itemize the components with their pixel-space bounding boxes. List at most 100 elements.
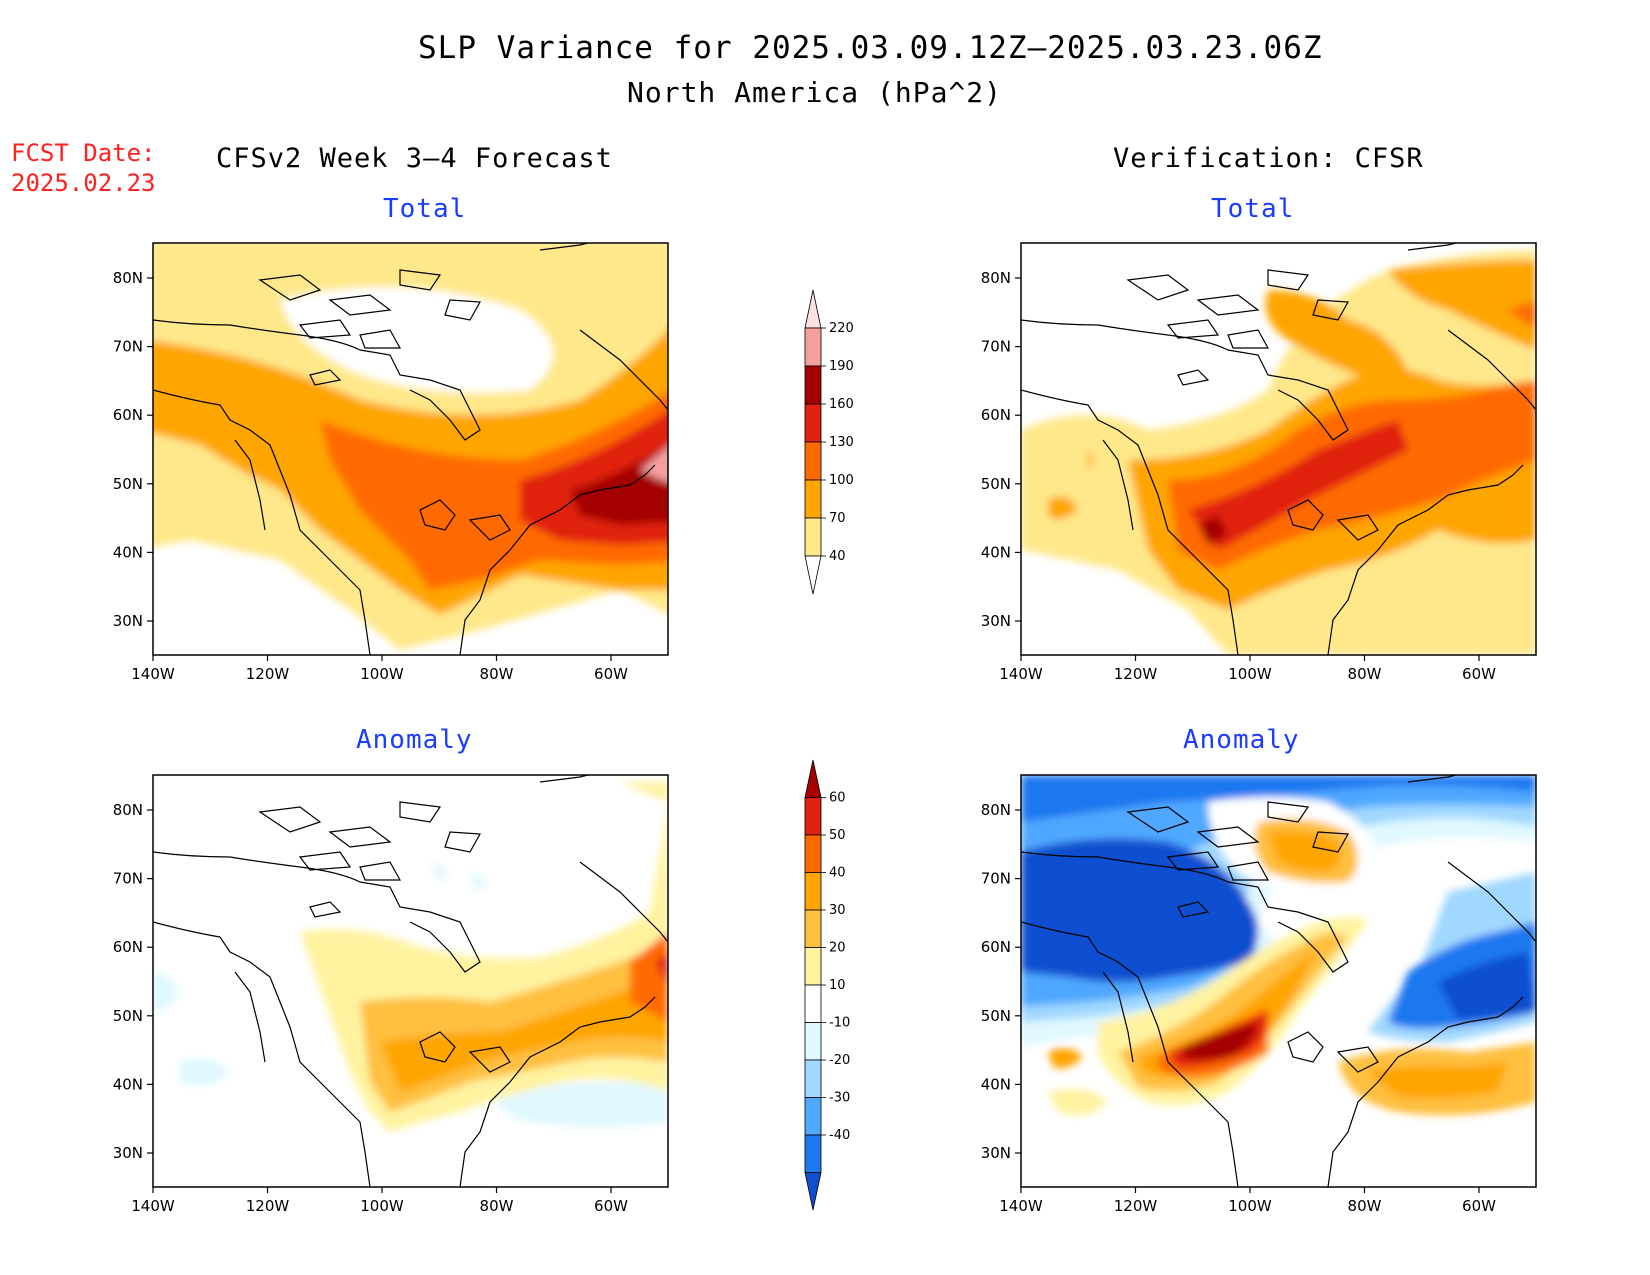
lat-tick-label: 60N	[113, 406, 143, 424]
lon-tick-label: 120W	[246, 665, 290, 683]
verification-total-map	[1021, 243, 1536, 655]
total-colorbar-level-label: 40	[829, 549, 846, 564]
lon-tick-label: 80W	[480, 665, 514, 683]
fcst-date-value: 2025.02.23	[11, 169, 156, 197]
lat-tick-label: 80N	[981, 801, 1011, 819]
anomaly-colorbar-level-label: 10	[829, 978, 846, 993]
lat-tick-label: 80N	[981, 269, 1011, 287]
lon-tick-label: 100W	[1228, 665, 1272, 683]
forecast-anomaly-map	[153, 775, 668, 1187]
forecast-anomaly-frame	[152, 774, 669, 1188]
anomaly-colorbar-swatch	[804, 797, 822, 836]
anomaly-colorbar-swatch	[804, 834, 822, 873]
lon-tick-label: 80W	[480, 1197, 514, 1215]
anomaly-colorbar-swatch	[804, 1134, 822, 1173]
total-colorbar-swatch	[804, 441, 822, 481]
lon-tick-label: 140W	[999, 1197, 1043, 1215]
lat-tick-label: 80N	[113, 801, 143, 819]
lon-tick-label: 60W	[1462, 665, 1496, 683]
lon-tick-label: 140W	[131, 665, 175, 683]
subtitle: North America (hPa^2)	[627, 76, 1003, 109]
lat-tick-label: 60N	[113, 938, 143, 956]
lat-tick-label: 30N	[981, 612, 1011, 630]
lat-tick-label: 50N	[113, 475, 143, 493]
lon-tick-label: 140W	[999, 665, 1043, 683]
total-colorbar-swatch	[804, 479, 822, 519]
total-colorbar-level-label: 220	[829, 321, 854, 336]
total-colorbar-arrow-top	[804, 289, 822, 329]
total-colorbar-swatch	[804, 365, 822, 405]
lat-tick-label: 60N	[981, 938, 1011, 956]
lat-tick-label: 50N	[981, 475, 1011, 493]
total-colorbar-level-label: 100	[829, 473, 854, 488]
total-colorbar: 40 70 100 130 160 190 220	[804, 289, 854, 595]
lon-tick-label: 60W	[594, 665, 628, 683]
lon-tick-label: 120W	[246, 1197, 290, 1215]
lat-tick-label: 40N	[113, 543, 143, 561]
anomaly-colorbar-swatch	[804, 909, 822, 948]
lon-tick-label: 100W	[1228, 1197, 1272, 1215]
lon-tick-label: 80W	[1348, 1197, 1382, 1215]
total-colorbar-level-label: 160	[829, 397, 854, 412]
anomaly-colorbar-level-label: 40	[829, 866, 846, 881]
forecast-column-title: CFSv2 Week 3—4 Forecast	[216, 143, 613, 174]
lat-tick-label: 60N	[981, 406, 1011, 424]
anomaly-colorbar-level-label: -20	[829, 1053, 850, 1068]
total-colorbar-swatch	[804, 327, 822, 367]
total-colorbar-level-label: 190	[829, 359, 854, 374]
anomaly-colorbar-swatch	[804, 1022, 822, 1061]
anomaly-colorbar-level-label: 50	[829, 828, 846, 843]
anomaly-colorbar-level-label: -30	[829, 1091, 850, 1106]
lon-tick-label: 100W	[360, 665, 404, 683]
verification-total-frame	[1020, 242, 1537, 656]
anomaly-colorbar-swatch	[804, 947, 822, 986]
lat-tick-label: 30N	[113, 1144, 143, 1162]
forecast-total-title: Total	[383, 194, 467, 224]
verification-anomaly-frame	[1020, 774, 1537, 1188]
total-colorbar-level-label: 70	[829, 511, 846, 526]
lat-tick-label: 30N	[113, 612, 143, 630]
total-colorbar-swatch	[804, 517, 822, 557]
forecast-total-map	[153, 243, 668, 655]
lat-tick-label: 30N	[981, 1144, 1011, 1162]
lon-tick-label: 60W	[594, 1197, 628, 1215]
lon-tick-label: 100W	[360, 1197, 404, 1215]
fcst-date-label: FCST Date:	[11, 139, 156, 167]
main-title: SLP Variance for 2025.03.09.12Z—2025.03.…	[418, 30, 1323, 66]
forecast-anomaly-title: Anomaly	[356, 725, 473, 755]
lon-tick-label: 80W	[1348, 665, 1382, 683]
lat-tick-label: 40N	[981, 543, 1011, 561]
verification-total-title: Total	[1211, 194, 1295, 224]
verification-column-title: Verification: CFSR	[1113, 143, 1424, 174]
anomaly-colorbar-swatch	[804, 1097, 822, 1136]
anomaly-colorbar-arrow-top	[804, 759, 822, 798]
verification-anomaly-title: Anomaly	[1183, 725, 1300, 755]
lat-tick-label: 70N	[113, 338, 143, 356]
lat-tick-label: 40N	[113, 1075, 143, 1093]
anomaly-colorbar-swatch	[804, 872, 822, 911]
anomaly-colorbar-swatch	[804, 984, 822, 1023]
anomaly-colorbar-arrow-bottom	[804, 1172, 822, 1211]
lat-tick-label: 50N	[981, 1007, 1011, 1025]
anomaly-colorbar-level-label: 30	[829, 903, 846, 918]
anomaly-colorbar: 60 50 40 30 20 10 -10 -20 -30 -40	[804, 759, 850, 1211]
anomaly-colorbar-swatch	[804, 1059, 822, 1098]
anomaly-colorbar-level-label: -40	[829, 1128, 850, 1143]
lon-tick-label: 120W	[1114, 1197, 1158, 1215]
anomaly-colorbar-level-label: 20	[829, 941, 846, 956]
lat-tick-label: 70N	[981, 870, 1011, 888]
lat-tick-label: 80N	[113, 269, 143, 287]
lat-tick-label: 50N	[113, 1007, 143, 1025]
total-colorbar-level-label: 130	[829, 435, 854, 450]
lat-tick-label: 70N	[113, 870, 143, 888]
total-colorbar-arrow-bottom	[804, 555, 822, 595]
lat-tick-label: 40N	[981, 1075, 1011, 1093]
anomaly-colorbar-level-label: -10	[829, 1016, 850, 1031]
lat-tick-label: 70N	[981, 338, 1011, 356]
lon-tick-label: 120W	[1114, 665, 1158, 683]
anomaly-colorbar-level-label: 60	[829, 791, 846, 806]
lon-tick-label: 60W	[1462, 1197, 1496, 1215]
total-colorbar-swatch	[804, 403, 822, 443]
lon-tick-label: 140W	[131, 1197, 175, 1215]
